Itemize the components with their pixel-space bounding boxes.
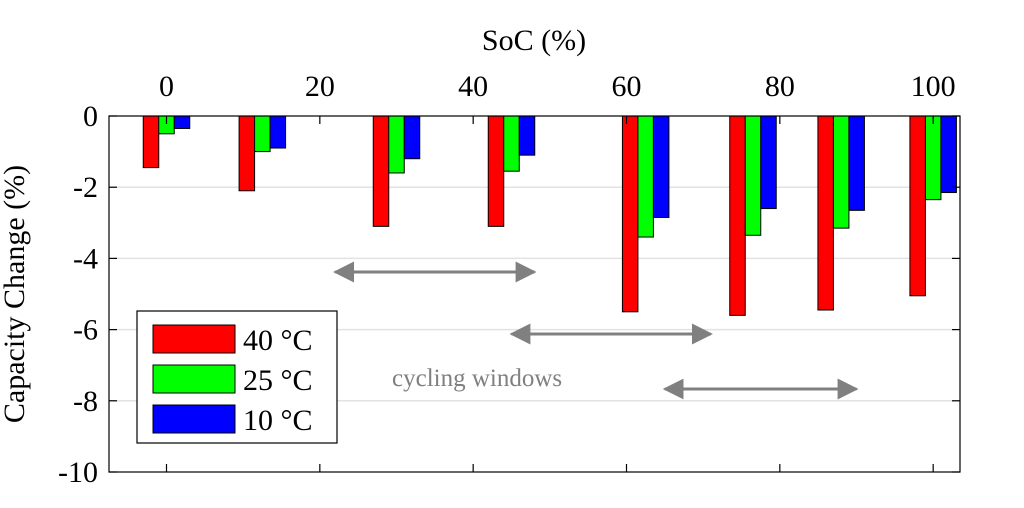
x-tick-label: 60: [612, 70, 642, 103]
chart-legend: 40 °C 25 °C 10 °C: [136, 310, 338, 444]
x-tick-label: 0: [159, 70, 174, 103]
y-tick-label: -6: [73, 314, 98, 347]
bar-25c: [503, 115, 520, 172]
bar-10c: [403, 115, 421, 160]
legend-label: 10 °C: [243, 404, 313, 437]
legend-label: 25 °C: [243, 364, 313, 397]
y-tick-label: 0: [83, 100, 98, 133]
bar-25c: [637, 115, 654, 238]
plot-frame: [108, 115, 961, 473]
bar-40c: [238, 115, 256, 192]
bar-40c: [142, 115, 160, 169]
bar-10c: [940, 115, 957, 194]
bar-25c: [254, 115, 271, 153]
bar-10c: [652, 115, 670, 218]
x-tick-label: 40: [458, 70, 488, 103]
y-tick-label: -2: [73, 171, 98, 204]
bar-25c: [744, 115, 762, 236]
bar-40c: [817, 115, 834, 311]
annotation-layer: [333, 261, 859, 400]
y-tick-label: -8: [73, 385, 98, 418]
bar-10c: [173, 115, 191, 129]
y-axis-title: Capacity Change (%): [0, 165, 31, 423]
bar-40c: [487, 115, 505, 227]
legend-swatch-25c: [152, 364, 236, 394]
bar-25c: [388, 115, 405, 174]
bar-40c: [372, 115, 390, 227]
bar-10c: [760, 115, 777, 210]
x-tick-label: 100: [911, 70, 956, 103]
bar-40c: [621, 115, 639, 313]
bar-10c: [848, 115, 865, 211]
legend-label: 40 °C: [243, 324, 313, 357]
cycling-windows-label: cycling windows: [392, 365, 562, 392]
bar-layer: [142, 115, 957, 316]
x-tick-label: 20: [305, 70, 335, 103]
y-tick-label: -4: [73, 242, 98, 275]
bar-10c: [269, 115, 287, 149]
bar-40c: [909, 115, 926, 297]
tick-layer: 0 20 40 60 80 100 0 -2 -4 -6 -8 -10: [58, 70, 960, 489]
bar-40c: [729, 115, 746, 316]
y-tick-label: -10: [58, 456, 98, 489]
bar-25c: [832, 115, 850, 229]
x-axis-title: SoC (%): [482, 24, 586, 57]
legend-swatch-40c: [152, 324, 236, 354]
x-tick-label: 80: [765, 70, 795, 103]
bar-10c: [518, 115, 536, 156]
legend-swatch-10c: [152, 404, 236, 434]
bar-25c: [924, 115, 942, 201]
